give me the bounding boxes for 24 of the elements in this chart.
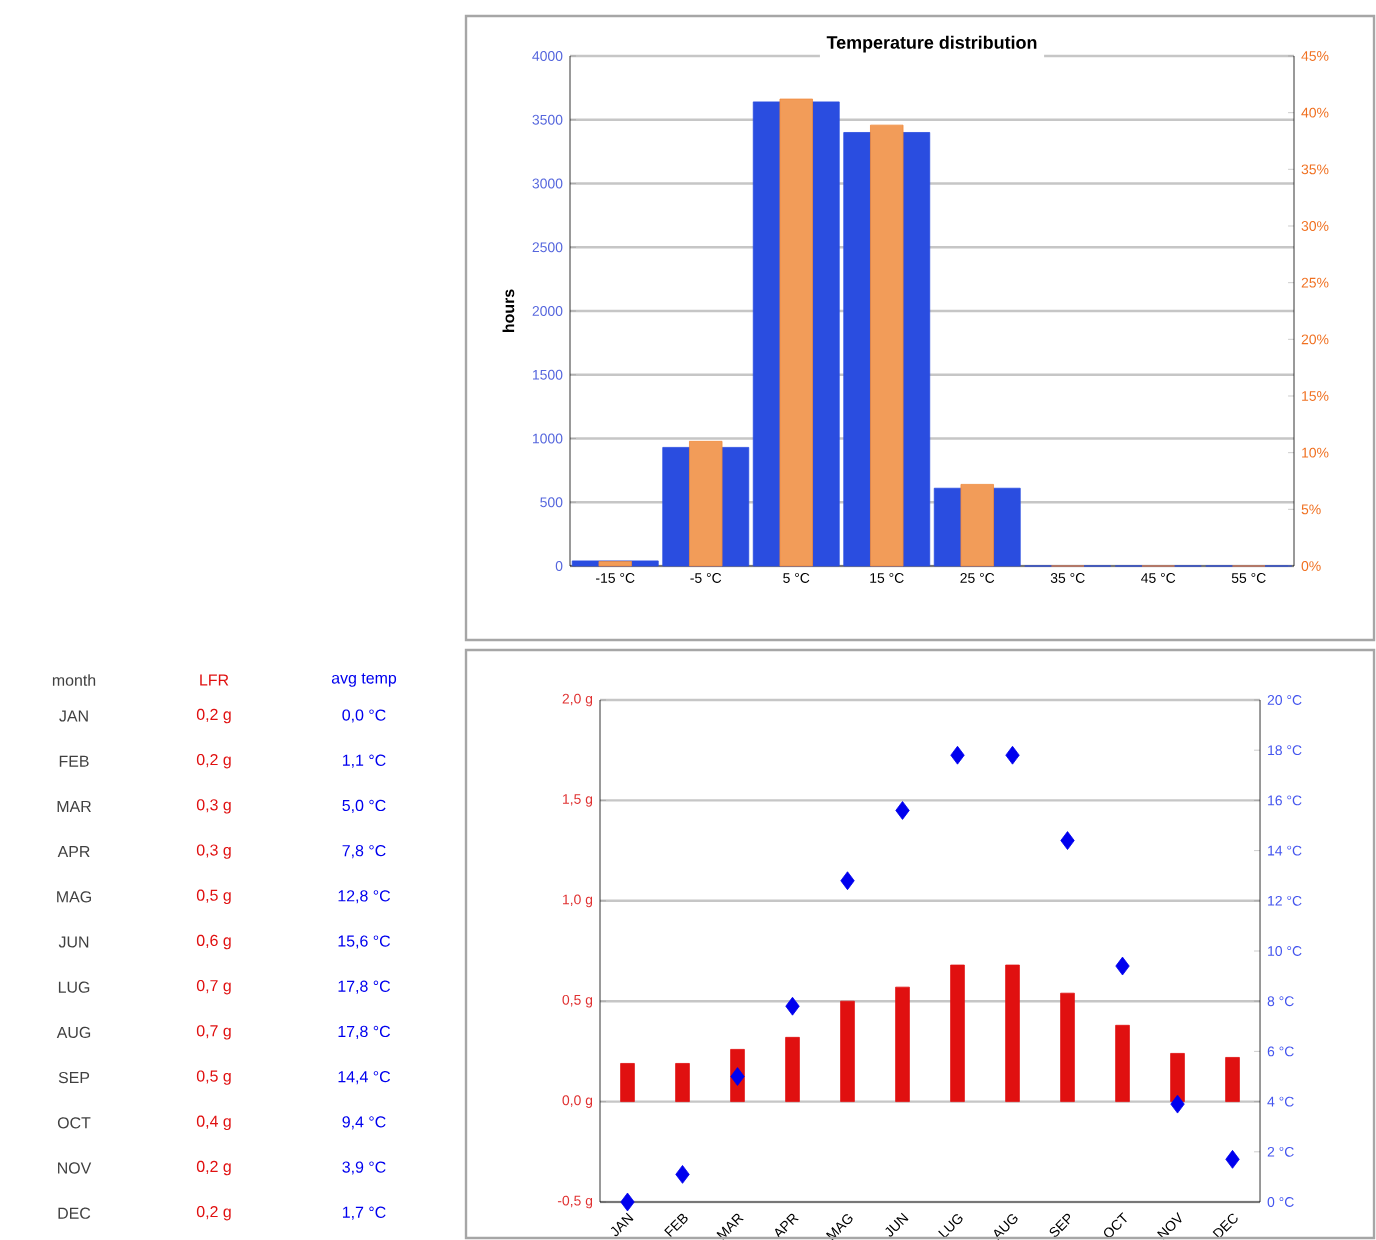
bar	[1225, 1057, 1240, 1102]
bar	[950, 964, 965, 1102]
point	[620, 1192, 635, 1212]
point	[950, 745, 965, 765]
bar	[1170, 1053, 1185, 1102]
bar	[675, 1063, 690, 1102]
point	[675, 1165, 690, 1184]
bar	[1115, 1024, 1130, 1102]
point	[1005, 745, 1020, 765]
chart-title: Temperature distribution	[826, 35, 1037, 53]
bar	[785, 1036, 800, 1102]
point	[730, 1067, 745, 1086]
bar	[620, 1063, 635, 1102]
point	[1225, 1149, 1240, 1169]
bar	[840, 1000, 855, 1102]
point	[1170, 1094, 1185, 1114]
point	[840, 871, 855, 891]
bar	[1060, 992, 1075, 1102]
point	[895, 801, 910, 820]
bar	[895, 986, 910, 1102]
point	[1060, 831, 1075, 850]
bar	[1005, 964, 1020, 1102]
point	[785, 996, 800, 1016]
point	[1115, 956, 1130, 976]
